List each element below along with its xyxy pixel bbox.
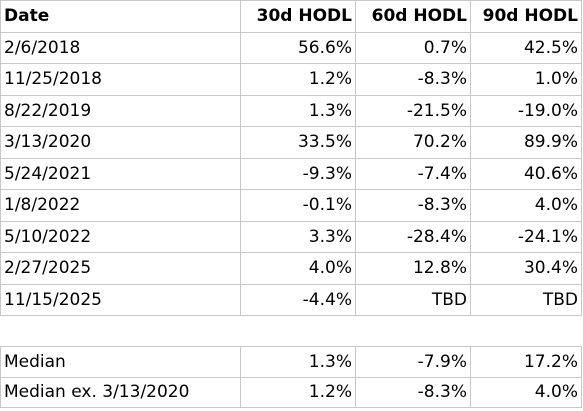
summary-table: Median 1.3% -7.9% 17.2% Median ex. 3/13/2020…: [0, 346, 582, 408]
header-cell: 90d HODL: [470, 0, 582, 33]
label-cell: 2/27/2025: [0, 252, 241, 285]
value-cell: 4.0%: [240, 252, 356, 285]
value-cell: 70.2%: [355, 126, 471, 159]
table-row: 2/27/2025 4.0% 12.8% 30.4%: [0, 252, 582, 285]
value-cell: TBD: [355, 283, 471, 316]
value-cell: 17.2%: [470, 346, 582, 378]
value-cell: 12.8%: [355, 252, 471, 285]
value-cell: 1.2%: [240, 376, 356, 408]
value-cell: -0.1%: [240, 189, 356, 222]
value-cell: 1.0%: [470, 63, 582, 96]
table-row: 2/6/2018 56.6% 0.7% 42.5%: [0, 31, 582, 64]
label-cell: 5/10/2022: [0, 220, 241, 253]
value-cell: -7.4%: [355, 157, 471, 190]
header-cell: 30d HODL: [240, 0, 356, 33]
value-cell: -21.5%: [355, 94, 471, 127]
value-cell: 56.6%: [240, 31, 356, 64]
table-row: 8/22/2019 1.3% -21.5% -19.0%: [0, 94, 582, 127]
value-cell: -24.1%: [470, 220, 582, 253]
value-cell: 40.6%: [470, 157, 582, 190]
value-cell: -19.0%: [470, 94, 582, 127]
label-cell: 3/13/2020: [0, 126, 241, 159]
value-cell: 42.5%: [470, 31, 582, 64]
label-cell: 11/15/2025: [0, 283, 241, 316]
value-cell: 1.2%: [240, 63, 356, 96]
value-cell: -8.3%: [355, 189, 471, 222]
label-cell: 5/24/2021: [0, 157, 241, 190]
table-row: 5/10/2022 3.3% -28.4% -24.1%: [0, 220, 582, 253]
value-cell: 1.3%: [240, 94, 356, 127]
value-cell: 4.0%: [470, 189, 582, 222]
value-cell: 4.0%: [470, 376, 582, 408]
value-cell: TBD: [470, 283, 582, 316]
value-cell: 33.5%: [240, 126, 356, 159]
label-cell: 2/6/2018: [0, 31, 241, 64]
value-cell: -28.4%: [355, 220, 471, 253]
value-cell: -9.3%: [240, 157, 356, 190]
value-cell: -7.9%: [355, 346, 471, 378]
header-cell: 60d HODL: [355, 0, 471, 33]
value-cell: -8.3%: [355, 63, 471, 96]
label-cell: Median ex. 3/13/2020: [0, 376, 241, 408]
label-cell: Median: [0, 346, 241, 378]
value-cell: -8.3%: [355, 376, 471, 408]
table-row: 5/24/2021 -9.3% -7.4% 40.6%: [0, 157, 582, 190]
header-row: Date 30d HODL 60d HODL 90d HODL: [0, 0, 582, 33]
table-row: Median 1.3% -7.9% 17.2%: [0, 346, 582, 378]
value-cell: -4.4%: [240, 283, 356, 316]
label-cell: 11/25/2018: [0, 63, 241, 96]
label-cell: 1/8/2022: [0, 189, 241, 222]
table-row: Median ex. 3/13/2020 1.2% -8.3% 4.0%: [0, 376, 582, 408]
value-cell: 89.9%: [470, 126, 582, 159]
table-row: 1/8/2022 -0.1% -8.3% 4.0%: [0, 189, 582, 222]
value-cell: 0.7%: [355, 31, 471, 64]
header-cell: Date: [0, 0, 241, 33]
value-cell: 1.3%: [240, 346, 356, 378]
table-row: 11/15/2025 -4.4% TBD TBD: [0, 283, 582, 316]
table-row: 11/25/2018 1.2% -8.3% 1.0%: [0, 63, 582, 96]
hodl-table: Date 30d HODL 60d HODL 90d HODL 2/6/2018 56.6…: [0, 0, 582, 316]
value-cell: 3.3%: [240, 220, 356, 253]
value-cell: 30.4%: [470, 252, 582, 285]
table-row: 3/13/2020 33.5% 70.2% 89.9%: [0, 126, 582, 159]
label-cell: 8/22/2019: [0, 94, 241, 127]
